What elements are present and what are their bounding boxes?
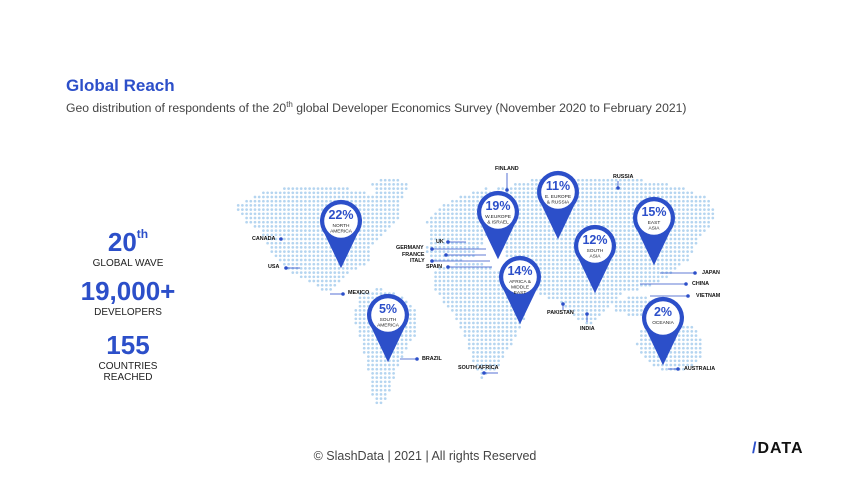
country-label-vietnam: VIETNAM [696, 293, 721, 299]
country-marker-south-africa [482, 371, 486, 375]
pin-region-name-w-europe: W.EUROPE [485, 214, 511, 220]
country-marker-germany [430, 247, 434, 251]
pin-percent-south-america: 5% [379, 302, 397, 316]
country-label-pakistan: PAKISTAN [547, 310, 574, 316]
country-marker-pakistan [561, 302, 565, 306]
pin-region-name-africa: AFRICA & [509, 279, 532, 285]
pin-region-name-north-america: NORTH [333, 223, 351, 229]
country-label-germany: GERMANY [396, 245, 424, 251]
pin-percent-africa: 14% [507, 264, 532, 278]
country-label-china: CHINA [692, 281, 709, 287]
country-label-japan: JAPAN [702, 270, 720, 276]
country-label-russia: RUSSIA [613, 174, 633, 180]
country-label-finland: FINLAND [495, 166, 519, 172]
country-label-usa: USA [268, 264, 279, 270]
pin-region-name-africa: MIDDLE [511, 285, 529, 291]
pin-inner-east-asia [637, 201, 671, 235]
pin-region-name-e-europe: & RUSSIA [547, 200, 570, 206]
country-label-australia: AUSTRALIA [684, 366, 715, 372]
stat-countries: 155 COUNTRIES REACHED [98, 330, 158, 383]
pin-region-name-south-america: AMERICA [377, 323, 400, 329]
pin-inner-africa [503, 260, 537, 294]
page-subtitle: Geo distribution of respondents of the 2… [66, 100, 687, 116]
country-label-brazil: BRAZIL [422, 356, 442, 362]
country-label-italy: ITALY [410, 258, 425, 264]
stat-wave: 20th GLOBAL WAVE [92, 227, 164, 269]
country-marker-china [684, 282, 688, 286]
pin-inner-oceania [646, 301, 680, 335]
pin-inner-south-america [371, 298, 405, 332]
pin-oceania: 2%OCEANIA [642, 296, 684, 366]
pin-region-name-east-asia: EAST [648, 220, 661, 226]
pin-region-name-south-asia: SOUTH [587, 248, 604, 254]
pin-percent-north-america: 22% [328, 208, 353, 222]
slashdata-logo: /DATA [752, 440, 804, 457]
pin-w-europe: 19%W.EUROPE& ISRAEL [477, 190, 520, 260]
country-label-spain: SPAIN [426, 264, 442, 270]
pin-region-name-south-america: SOUTH [380, 317, 397, 323]
pin-percent-south-asia: 12% [582, 233, 607, 247]
pin-inner-north-america [324, 204, 358, 238]
pin-region-name-africa: EAST [514, 290, 527, 296]
country-marker-italy [430, 259, 434, 263]
country-marker-finland [505, 188, 509, 192]
pin-region-name-w-europe: & ISRAEL [487, 220, 509, 226]
country-label-uk: UK [436, 239, 444, 245]
pin-inner-w-europe [481, 195, 515, 229]
country-marker-uk [446, 240, 450, 244]
pin-percent-east-asia: 15% [641, 205, 666, 219]
pin-inner-south-asia [578, 229, 612, 263]
pin-region-name-north-america: AMERICA [330, 229, 353, 235]
page-title: Global Reach [66, 76, 175, 95]
country-label-canada: CANADA [252, 236, 275, 242]
country-label-south-africa: SOUTH AFRICA [458, 365, 499, 371]
country-marker-usa [284, 266, 288, 270]
pin-region-name-south-asia: ASIA [590, 254, 602, 260]
pin-e-europe: 11%E. EUROPE& RUSSIA [537, 170, 579, 240]
stat-developers: 19,000+ DEVELOPERS [80, 276, 176, 318]
pin-region-name-east-asia: ASIA [649, 226, 661, 232]
pin-region-name-e-europe: E. EUROPE [545, 194, 571, 200]
pin-inner-e-europe [541, 175, 575, 209]
country-marker-canada [279, 237, 283, 241]
country-label-india: INDIA [580, 326, 595, 332]
country-marker-japan [693, 271, 697, 275]
pin-percent-e-europe: 11% [546, 179, 570, 193]
country-marker-australia [676, 367, 680, 371]
country-label-france: FRANCE [402, 252, 425, 258]
pin-region-name-oceania: OCEANIA [652, 320, 674, 326]
country-marker-mexico [341, 292, 345, 296]
country-marker-russia [616, 186, 620, 190]
pin-percent-w-europe: 19% [485, 199, 510, 213]
country-marker-brazil [415, 357, 419, 361]
country-marker-france [444, 253, 448, 257]
country-marker-spain [446, 265, 450, 269]
country-marker-india [585, 312, 589, 316]
country-label-mexico: MEXICO [348, 290, 369, 296]
pin-percent-oceania: 2% [654, 305, 672, 319]
country-marker-vietnam [686, 294, 690, 298]
footer-copyright: © SlashData | 2021 | All rights Reserved [313, 449, 537, 463]
